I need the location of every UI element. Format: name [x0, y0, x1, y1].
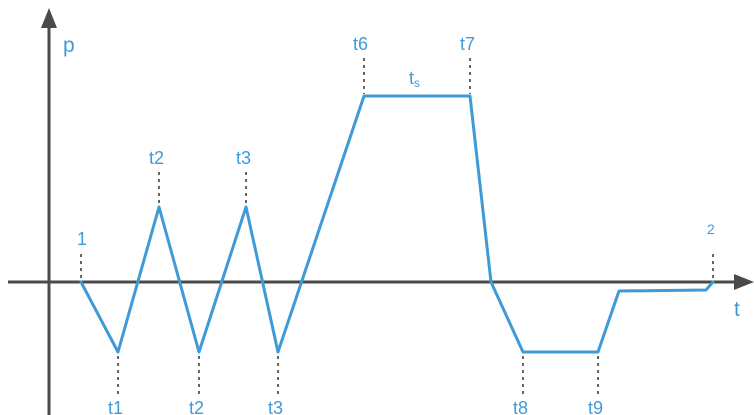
label-ts: ts	[409, 68, 420, 90]
label-t7: t7	[460, 34, 475, 54]
x-axis-label: t	[734, 298, 740, 321]
pressure-profile-line	[79, 94, 715, 354]
label-end: 2	[707, 221, 715, 237]
diagram-labels: p t 1 2 t1 t2 t2 t3 t3 t6 t7 t8 t9 ts	[63, 34, 740, 415]
label-t3-top: t3	[236, 148, 251, 168]
y-axis-label: p	[63, 34, 75, 57]
label-t3-bottom: t3	[268, 398, 283, 415]
label-ts-main: t	[409, 68, 414, 88]
axes	[8, 8, 754, 415]
label-t6: t6	[353, 34, 368, 54]
time-guides	[80, 58, 714, 398]
x-axis-arrow-icon	[734, 274, 754, 290]
label-t8: t8	[513, 398, 528, 415]
label-ts-sub: s	[414, 76, 420, 90]
label-t9: t9	[588, 398, 603, 415]
y-axis-arrow-icon	[41, 8, 57, 28]
label-t2-bottom: t2	[189, 398, 204, 415]
label-t1: t1	[108, 398, 123, 415]
label-t2-top: t2	[149, 148, 164, 168]
label-start: 1	[77, 229, 87, 249]
